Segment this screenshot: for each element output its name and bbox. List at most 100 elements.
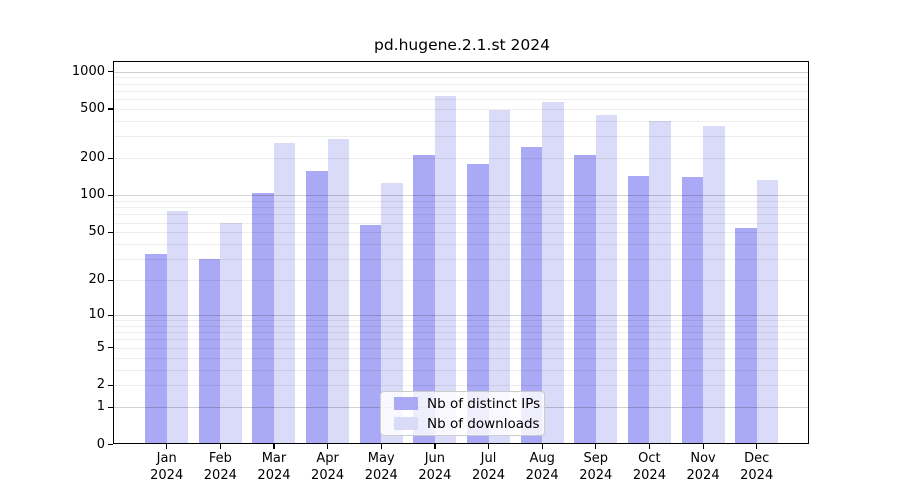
y-tick-label-10: 10 — [88, 307, 105, 323]
y-tick-mark-2 — [108, 384, 113, 386]
y-tick-mark-5 — [108, 347, 113, 349]
x-tick-mark-sep — [595, 444, 597, 449]
y-tick-mark-0 — [108, 444, 113, 446]
y-tick-label-1: 1 — [96, 399, 105, 415]
y-tick-mark-500 — [108, 108, 113, 110]
gridline-minor-800 — [114, 83, 809, 85]
bar-nov-nb-of-downloads — [703, 126, 725, 445]
y-tick-label-100: 100 — [80, 187, 105, 203]
bar-sep-nb-of-downloads — [595, 114, 618, 445]
x-tick-label-dec: Dec 2024 — [740, 451, 774, 483]
gridline-minor-20 — [114, 280, 809, 282]
x-tick-label-jul: Jul 2024 — [471, 451, 506, 483]
chart-title: pd.hugene.2.1.st 2024 — [373, 36, 551, 54]
y-tick-mark-100 — [108, 194, 113, 197]
y-tick-mark-20 — [108, 279, 113, 281]
x-tick-label-nov: Nov 2024 — [686, 451, 720, 483]
x-tick-label-apr: Apr 2024 — [311, 451, 345, 483]
legend-swatch-icon — [394, 417, 418, 430]
gridline-minor-900 — [114, 77, 809, 79]
x-tick-mark-oct — [648, 444, 651, 449]
gridline-minor-400 — [114, 120, 809, 122]
bar-oct-nb-of-downloads — [649, 121, 671, 445]
x-tick-mark-jun — [434, 444, 436, 449]
legend: Nb of distinct IPs Nb of downloads — [380, 391, 545, 436]
gridline-minor-700 — [114, 90, 809, 92]
x-tick-label-jan: Jan 2024 — [150, 451, 184, 483]
x-tick-mark-aug — [541, 444, 543, 449]
y-tick-label-1000: 1000 — [71, 63, 105, 79]
x-tick-mark-may — [380, 444, 382, 449]
x-tick-label-mar: Mar 2024 — [257, 451, 291, 483]
gridline-minor-500 — [114, 108, 809, 110]
gridline-major-100 — [114, 195, 809, 197]
y-tick-label-200: 200 — [80, 150, 105, 166]
legend-label: Nb of distinct IPs — [427, 395, 541, 412]
bar-jan-nb-of-downloads — [166, 211, 189, 445]
y-tick-mark-200 — [108, 157, 113, 159]
gridline-minor-200 — [114, 158, 809, 160]
y-tick-label-20: 20 — [88, 272, 105, 288]
gridline-major-1000 — [114, 71, 809, 73]
x-tick-mark-apr — [327, 444, 329, 449]
bar-jan-nb-of-distinct-ips — [145, 254, 167, 445]
y-tick-mark-50 — [108, 231, 113, 233]
x-tick-mark-mar — [273, 444, 275, 449]
bar-feb-nb-of-downloads — [220, 223, 242, 445]
legend-swatch-icon — [394, 397, 418, 410]
bar-jul-nb-of-downloads — [488, 110, 511, 445]
gridline-minor-30 — [114, 259, 809, 261]
x-tick-label-may: May 2024 — [364, 451, 398, 483]
y-tick-mark-1 — [108, 406, 113, 408]
gridline-minor-2 — [114, 385, 809, 387]
gridline-minor-6 — [114, 339, 809, 341]
y-tick-label-2: 2 — [96, 377, 105, 393]
gridline-minor-70 — [114, 214, 809, 216]
gridline-major-10 — [114, 315, 809, 317]
gridline-minor-60 — [114, 222, 809, 224]
y-tick-label-5: 5 — [96, 339, 105, 355]
x-tick-mark-nov — [702, 444, 704, 449]
gridline-minor-600 — [114, 99, 809, 101]
y-tick-label-0: 0 — [96, 436, 105, 452]
bar-may-nb-of-distinct-ips — [359, 225, 382, 445]
y-tick-label-50: 50 — [88, 224, 105, 240]
gridline-minor-7 — [114, 332, 809, 334]
x-tick-label-aug: Aug 2024 — [525, 451, 559, 483]
bar-dec-nb-of-downloads — [756, 180, 779, 445]
gridline-minor-9 — [114, 320, 809, 322]
bar-aug-nb-of-distinct-ips — [520, 147, 543, 445]
gridline-minor-90 — [114, 200, 809, 202]
bar-jun-nb-of-downloads — [434, 96, 457, 445]
bar-dec-nb-of-distinct-ips — [735, 228, 757, 445]
bar-nov-nb-of-distinct-ips — [681, 177, 704, 445]
gridline-minor-5 — [114, 347, 809, 349]
bar-may-nb-of-downloads — [381, 182, 403, 445]
bar-feb-nb-of-distinct-ips — [198, 259, 221, 445]
x-tick-mark-dec — [756, 444, 758, 449]
bar-jun-nb-of-distinct-ips — [413, 155, 435, 445]
bar-sep-nb-of-distinct-ips — [574, 155, 596, 445]
bar-apr-nb-of-distinct-ips — [306, 170, 328, 445]
gridline-minor-300 — [114, 136, 809, 138]
gridline-minor-50 — [114, 232, 809, 234]
legend-entry-nb-of-distinct-ips: Nb of distinct IPs — [394, 395, 540, 412]
x-tick-mark-jul — [488, 444, 490, 449]
x-tick-mark-feb — [219, 444, 222, 449]
bar-mar-nb-of-downloads — [273, 142, 296, 445]
x-tick-label-oct: Oct 2024 — [632, 451, 666, 483]
bar-mar-nb-of-distinct-ips — [252, 193, 274, 445]
x-tick-label-jun: Jun 2024 — [418, 451, 452, 483]
bar-apr-nb-of-downloads — [327, 138, 350, 445]
bar-jul-nb-of-distinct-ips — [467, 163, 489, 445]
y-tick-label-500: 500 — [80, 100, 105, 116]
legend-entry-nb-of-downloads: Nb of downloads — [394, 415, 540, 432]
bar-oct-nb-of-distinct-ips — [627, 175, 650, 445]
x-tick-label-feb: Feb 2024 — [203, 451, 237, 483]
gridline-minor-3 — [114, 369, 809, 371]
bar-aug-nb-of-downloads — [542, 101, 564, 445]
gridline-minor-40 — [114, 244, 809, 245]
